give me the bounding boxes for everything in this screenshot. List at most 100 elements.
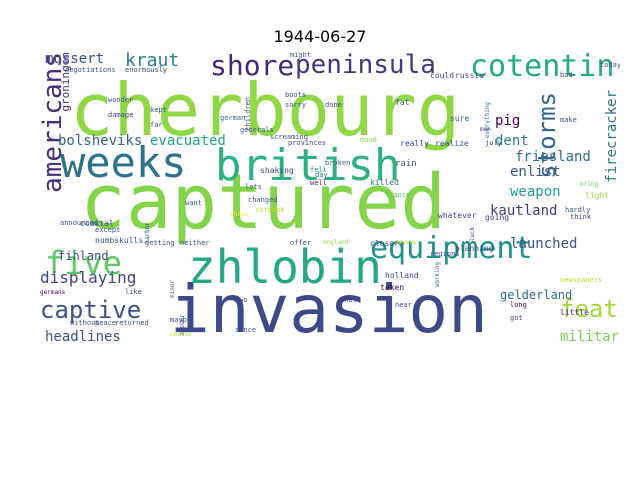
cloud-word: offer: [290, 239, 312, 247]
cloud-word: without: [70, 319, 100, 327]
cloud-word: sorry: [285, 101, 307, 109]
cloud-word: kept: [150, 106, 167, 114]
cloud-word: mood: [360, 136, 377, 144]
cloud-word: captive: [40, 296, 142, 324]
cloud-word: since: [235, 326, 257, 334]
cloud-word: minor: [169, 280, 176, 299]
cloud-word: feat: [560, 295, 618, 323]
cloud-word: enormously: [125, 66, 168, 74]
cloud-word: military: [560, 329, 620, 345]
cloud-word: coastal: [80, 219, 114, 228]
cloud-word: bolsheviks: [58, 133, 143, 149]
cloud-word: planning: [455, 244, 494, 253]
cloud-word: wonder: [108, 96, 134, 104]
cloud-word: returned: [115, 319, 149, 327]
cloud-word: closer: [370, 239, 399, 248]
cloud-word: everything: [484, 102, 491, 139]
word-cloud: cherbourg captured invasion weeks british zhl…: [40, 52, 620, 347]
cloud-word: killed: [370, 178, 399, 187]
cloud-word: england: [323, 239, 349, 246]
cloud-word: weapon: [510, 184, 561, 200]
cloud-word: gelderland: [500, 288, 573, 302]
cloud-word: think: [570, 213, 592, 221]
cloud-word: working: [434, 262, 441, 288]
cloud-word: five: [45, 244, 123, 282]
cloud-word: course: [170, 331, 192, 338]
cloud-word: men: [480, 126, 491, 133]
cloud-word: holland: [385, 271, 419, 280]
cloud-word: realize: [435, 139, 469, 148]
cloud-word: getting: [145, 239, 175, 247]
cloud-word: screaming: [270, 133, 308, 141]
cloud-word: numbskulls: [95, 236, 144, 245]
cloud-word: neither: [180, 239, 210, 247]
cloud-word: sure: [450, 114, 470, 123]
cloud-word: whatever: [438, 211, 477, 220]
cloud-word: captured: [80, 157, 447, 246]
cloud-word: hardly: [565, 206, 591, 214]
cloud-word: bad: [560, 71, 573, 79]
cloud-word: long: [510, 301, 527, 309]
cloud-word: done: [325, 101, 342, 109]
cloud-word: except: [95, 226, 121, 234]
cloud-word: fell: [310, 166, 327, 174]
cloud-word: finland: [58, 249, 109, 263]
cloud-word: mussert: [45, 52, 105, 67]
cloud-word: taken: [380, 283, 405, 292]
cloud-word: rain: [395, 159, 417, 169]
cloud-word: changed: [248, 196, 278, 204]
cloud-word: peace: [95, 319, 117, 327]
cloud-word: enlist: [510, 164, 561, 180]
cloud-word: evacuated: [150, 133, 226, 149]
cloud-word: far: [150, 121, 163, 129]
cloud-word: could: [430, 71, 455, 80]
cloud-word: anyway: [395, 239, 417, 246]
cloud-word: well: [310, 179, 327, 187]
cloud-word: damage: [108, 111, 134, 119]
cloud-word: whole: [340, 296, 362, 304]
cloud-word: headlines: [45, 329, 121, 345]
cloud-word: cotentin: [470, 52, 615, 84]
cloud-word: negotiations: [65, 66, 116, 74]
cloud-word: make: [560, 116, 577, 124]
cloud-word: german: [220, 114, 246, 122]
cloud-word: shore: [210, 52, 295, 82]
cloud-word: fat: [395, 98, 410, 107]
cloud-word: germans: [40, 289, 66, 296]
cloud-word: really: [400, 139, 429, 148]
cloud-word: kraut: [125, 52, 180, 71]
cloud-word: displaying: [40, 268, 137, 287]
cloud-word: british: [215, 140, 401, 191]
cloud-word: russia: [455, 71, 484, 80]
cloud-word: boots: [285, 91, 307, 99]
cloud-word: invasion: [170, 271, 488, 347]
cloud-word: cherbourg: [70, 68, 461, 152]
cloud-word: luck: [469, 227, 476, 242]
cloud-word: children: [244, 97, 252, 131]
cloud-word: bring: [580, 181, 599, 188]
cloud-word: want: [185, 199, 202, 207]
cloud-word: three: [230, 211, 249, 218]
cloud-word: newspapers: [560, 276, 603, 284]
cloud-word: day: [315, 171, 328, 179]
cloud-word: regions: [430, 250, 460, 258]
cloud-word: two: [235, 296, 248, 304]
cloud-word: peninsula: [295, 52, 436, 80]
cloud-word: today: [600, 61, 620, 69]
cloud-word: dent: [495, 133, 529, 149]
cloud-word: pig: [495, 113, 521, 129]
cloud-word: equipment: [370, 231, 533, 266]
cloud-word: broken: [325, 159, 351, 167]
cloud-word: friesland: [515, 149, 591, 165]
cloud-word: got: [510, 314, 523, 322]
cloud-word: generals: [240, 126, 274, 134]
cloud-word: shaking: [260, 166, 294, 175]
chart-title: 1944-06-27: [273, 27, 367, 46]
cloud-word: zhlobin: [188, 240, 382, 294]
cloud-word: like: [125, 288, 142, 296]
cloud-word: france: [385, 191, 411, 199]
cloud-word: going: [485, 213, 510, 222]
cloud-word: announced: [60, 219, 98, 227]
cloud-word: near: [395, 301, 412, 309]
cloud-word: july: [485, 139, 502, 147]
